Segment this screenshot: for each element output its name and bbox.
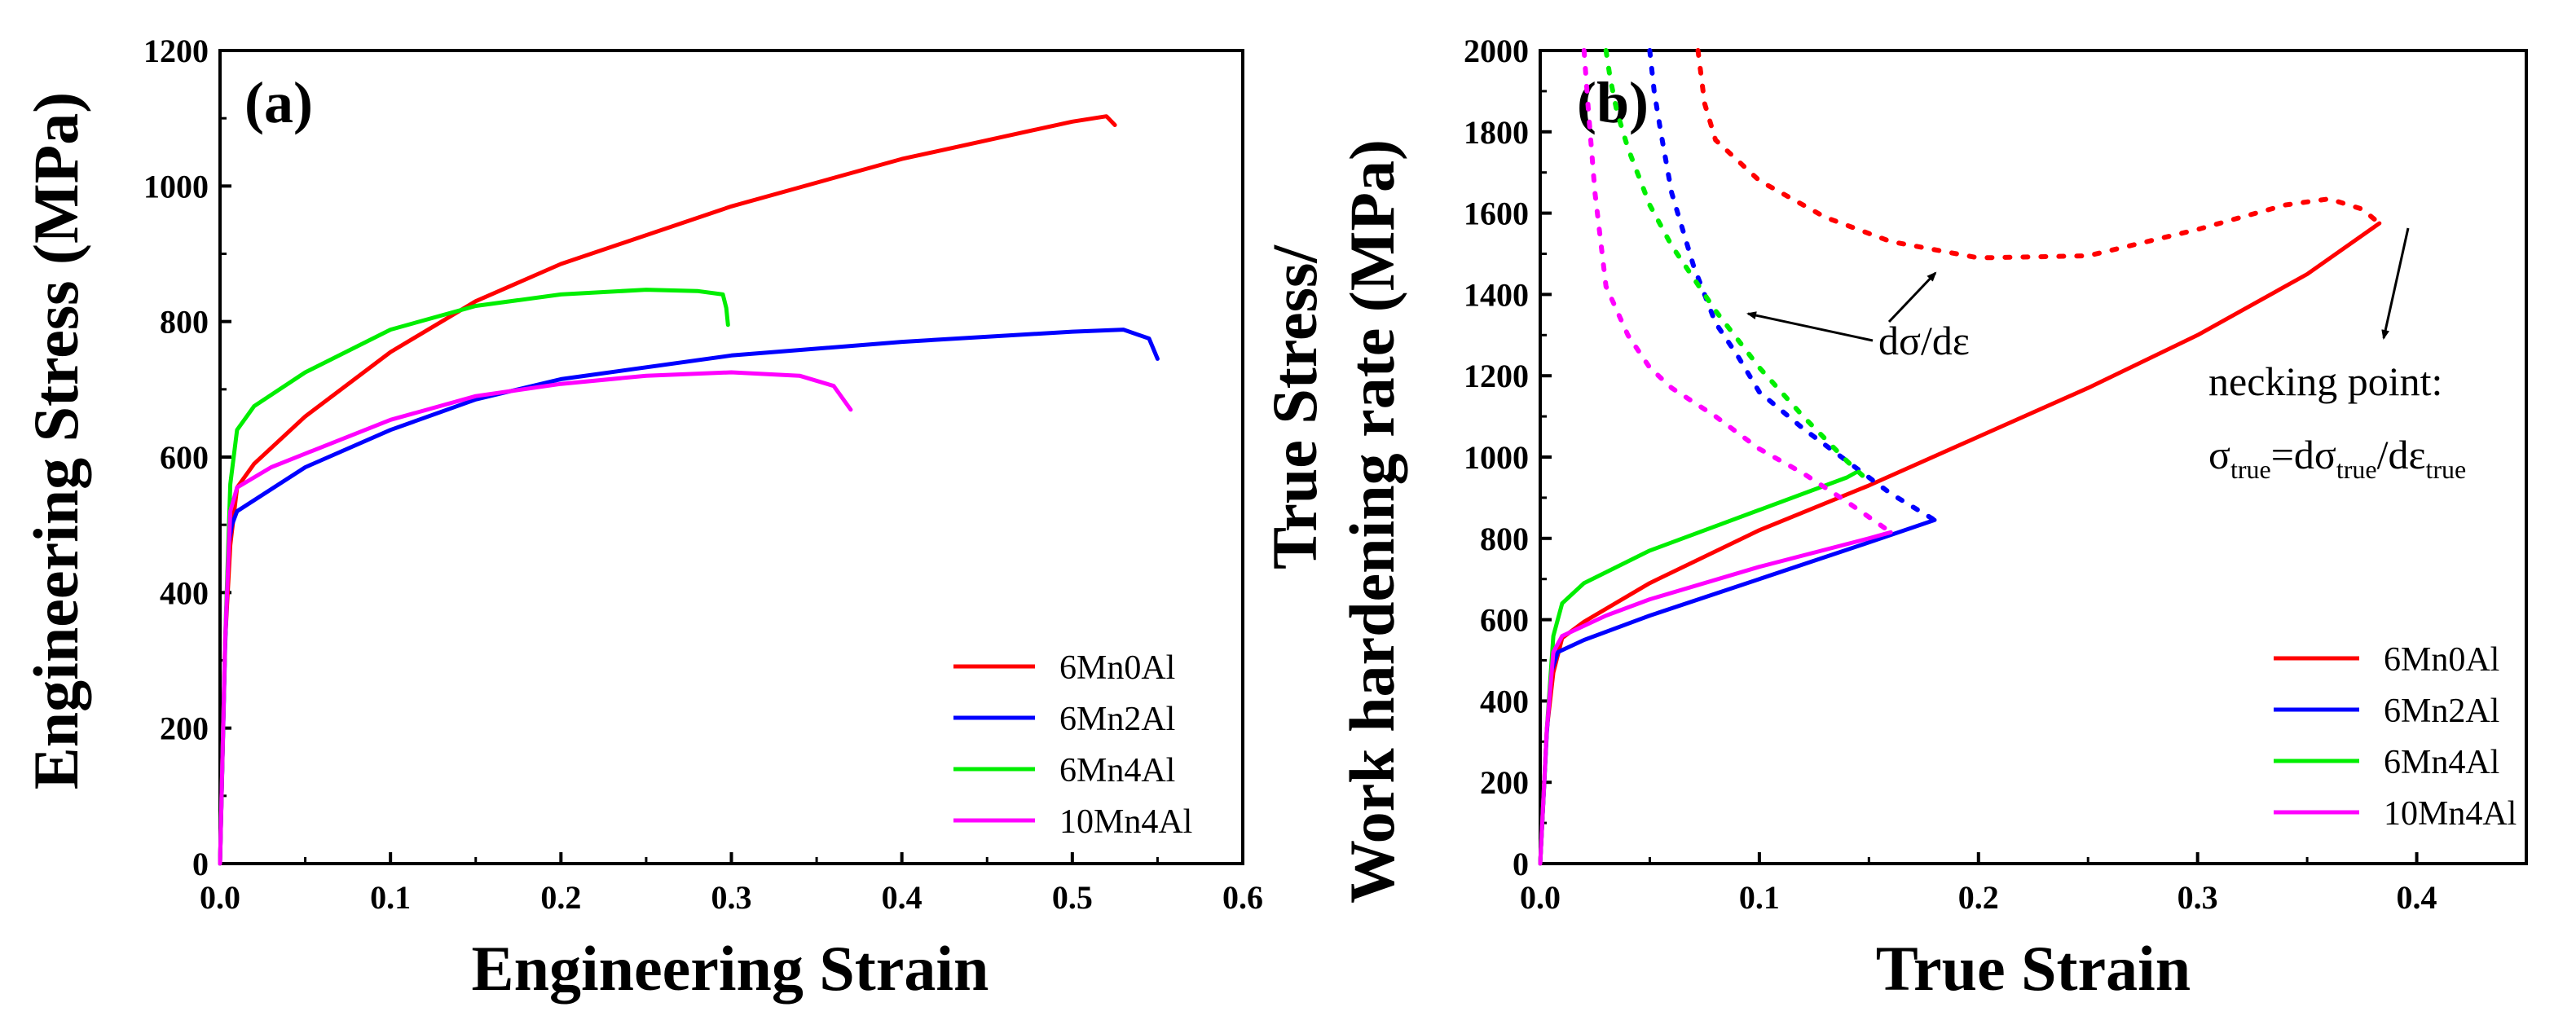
legend-label-a: 6Mn2Al — [1059, 701, 1175, 738]
x-tick-label-a: 0.6 — [1222, 879, 1263, 916]
legend-a: 6Mn0Al 6Mn2Al 6Mn4Al 10Mn4Al — [953, 649, 1192, 841]
x-axis-title-a: Engineering Strain — [472, 933, 989, 1004]
series-line-a-6mn4al — [218, 288, 730, 866]
y-axis-title-b-line1: True Stress/ — [1259, 244, 1330, 569]
necking-sub-2: true — [2336, 455, 2377, 484]
series-line-b-6mn4al — [1538, 469, 1865, 866]
x-axis-title-b: True Strain — [1876, 933, 2191, 1004]
y-tick-label-b: 1400 — [1464, 276, 1529, 313]
y-tick-label-b: 1000 — [1464, 439, 1529, 476]
x-tick-label-b: 0.4 — [2397, 879, 2437, 916]
legend-label-a: 6Mn0Al — [1059, 649, 1175, 687]
y-tick-label-a: 1200 — [143, 33, 209, 69]
y-tick-label-b: 800 — [1480, 521, 1529, 557]
axes-b: 0.0 0.1 0.2 0.3 0.4 0 200 400 600 800 1000 1200 1400… — [1464, 33, 2528, 916]
necking-sub-3: true — [2426, 455, 2467, 484]
legend-label-b: 6Mn0Al — [2384, 641, 2499, 679]
necking-sigma: σ — [2208, 432, 2230, 477]
y-tick-label-a: 1000 — [143, 168, 209, 204]
legend-label-b: 6Mn2Al — [2384, 693, 2499, 730]
legend-label-b: 10Mn4Al — [2384, 795, 2517, 833]
y-tick-label-b: 2000 — [1464, 33, 1529, 69]
legend-label-a: 10Mn4Al — [1059, 803, 1192, 841]
y-tick-label-b: 1800 — [1464, 114, 1529, 151]
x-tick-label-a: 0.3 — [711, 879, 752, 916]
chart-panel-b: (b) True Strain True Stress/ Work harden… — [1259, 33, 2528, 1004]
arrow-necking — [2381, 227, 2410, 340]
panel-label-a: (a) — [244, 70, 313, 135]
legend-label-a: 6Mn4Al — [1059, 752, 1175, 789]
legend-b: 6Mn0Al 6Mn2Al 6Mn4Al 10Mn4Al — [2274, 641, 2517, 833]
arrow-work-hardening-1 — [1746, 311, 1874, 342]
y-tick-label-b: 1600 — [1464, 196, 1529, 232]
axes-a: 0.0 0.1 0.2 0.3 0.4 0.5 0.6 0 200 400 600 800 1000 12… — [143, 33, 1263, 916]
arrow-work-hardening-2 — [1887, 271, 1937, 323]
y-tick-label-b: 0 — [1513, 846, 1529, 882]
y-tick-label-a: 0 — [192, 846, 209, 882]
series-line-a-6mn0al — [218, 114, 1117, 866]
y-tick-label-b: 1200 — [1464, 358, 1529, 394]
annotation-necking-equation: σtrue=dσtrue/dεtrue — [2208, 432, 2466, 484]
annotation-work-hardening: dσ/dε — [1878, 318, 1970, 363]
series-line-a-6mn2al — [218, 328, 1160, 866]
y-tick-label-b: 200 — [1480, 764, 1529, 801]
y-axis-title-a: Engineering Stress (MPa) — [20, 92, 91, 789]
y-tick-label-a: 800 — [160, 304, 209, 341]
x-tick-label-a: 0.2 — [540, 879, 581, 916]
chart-panel-a: (a) Engineering Strain Engineering Stres… — [20, 33, 1263, 1004]
y-tick-label-a: 400 — [160, 574, 209, 611]
series-line-b-6mn2al-d-d- — [1647, 48, 1937, 523]
x-tick-label-a: 0.4 — [882, 879, 923, 916]
series-group-a — [218, 114, 1160, 866]
series-line-b-6mn0al-d-d- — [1695, 48, 2382, 261]
x-tick-label-b: 0.0 — [1520, 879, 1561, 916]
y-axis-title-b-line2: Work hardening rate (MPa) — [1336, 139, 1407, 904]
x-tick-label-a: 0.1 — [370, 879, 411, 916]
necking-sub-1: true — [2230, 455, 2271, 484]
series-group-b — [1538, 48, 2382, 866]
y-tick-label-a: 600 — [160, 439, 209, 476]
series-line-b-10mn4al — [1538, 530, 1893, 866]
x-tick-label-b: 0.2 — [1958, 879, 1999, 916]
x-tick-label-a: 0.5 — [1052, 879, 1093, 916]
y-tick-label-a: 200 — [160, 710, 209, 747]
legend-label-b: 6Mn4Al — [2384, 744, 2499, 781]
necking-slash: /dε — [2377, 432, 2426, 477]
x-tick-label-b: 0.3 — [2177, 879, 2218, 916]
x-tick-label-a: 0.0 — [200, 879, 240, 916]
annotation-necking-line1: necking point: — [2208, 358, 2442, 404]
y-tick-label-b: 600 — [1480, 602, 1529, 639]
x-tick-label-b: 0.1 — [1739, 879, 1780, 916]
series-line-b-10mn4al-d-d- — [1581, 48, 1894, 535]
plot-frame-a — [218, 49, 1244, 865]
series-line-a-10mn4al — [218, 370, 853, 866]
y-tick-label-b: 400 — [1480, 683, 1529, 719]
necking-eq: =dσ — [2271, 432, 2336, 477]
